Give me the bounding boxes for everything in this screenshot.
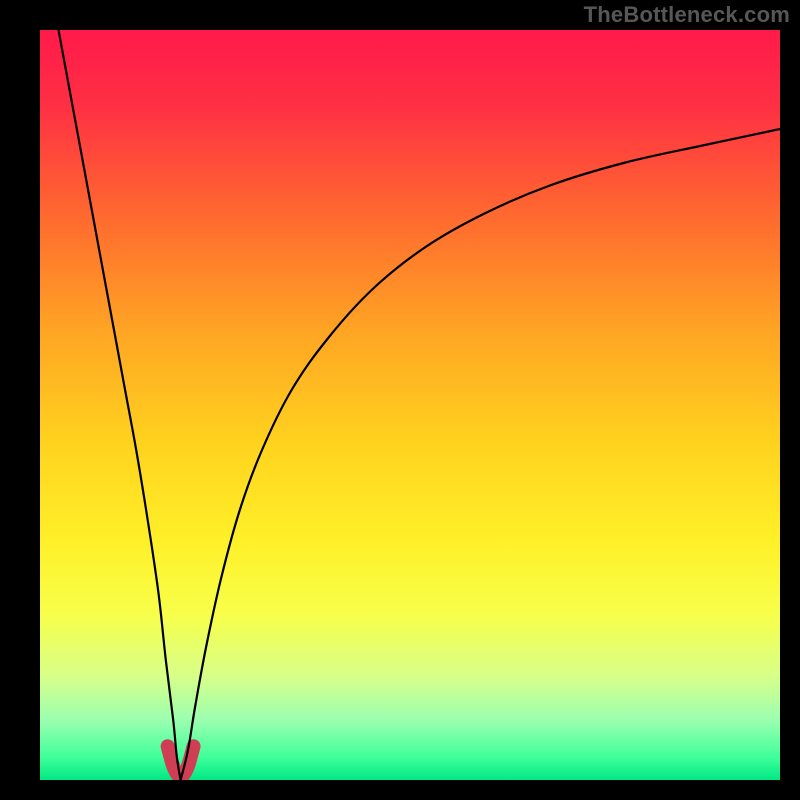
- chart-area: [0, 0, 800, 800]
- chart-plot-bg: [40, 30, 780, 780]
- watermark-text: TheBottleneck.com: [584, 2, 790, 28]
- bottleneck-chart: [0, 0, 800, 800]
